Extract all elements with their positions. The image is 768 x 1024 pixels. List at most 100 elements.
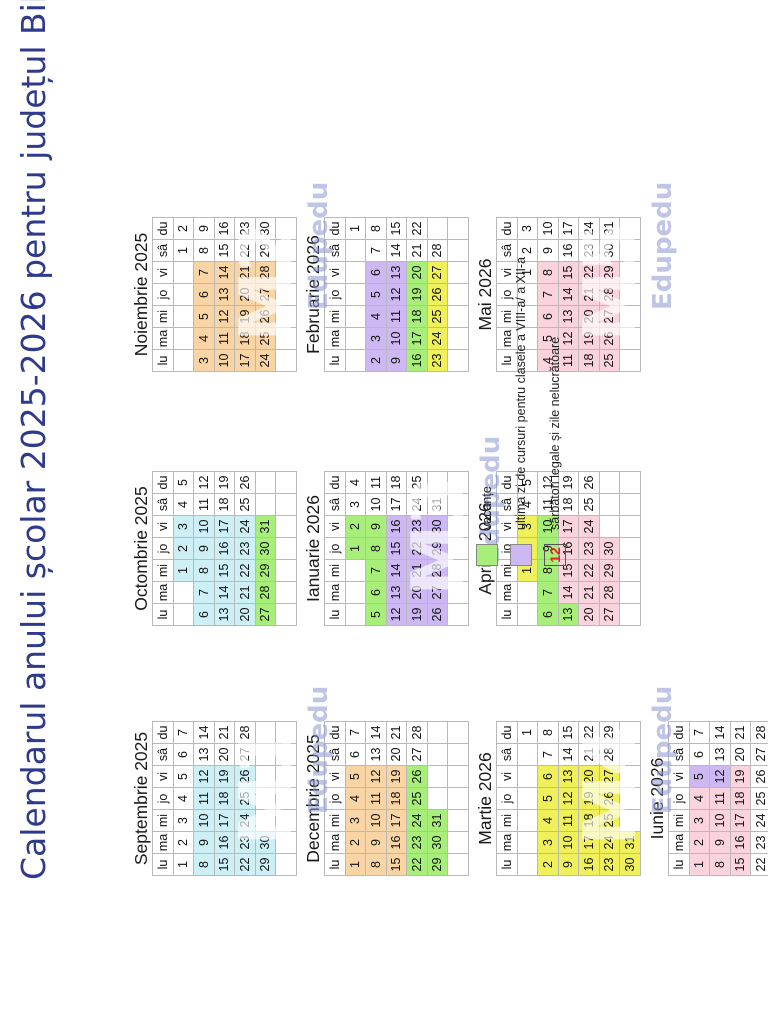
day-cell: 25: [427, 305, 448, 328]
empty-cell: [619, 537, 640, 560]
day-cell: 19: [214, 765, 235, 788]
empty-cell: [447, 603, 468, 626]
empty-cell: [275, 471, 296, 494]
day-cell: 17: [214, 809, 235, 832]
weekday-header: du: [324, 217, 345, 240]
day-cell: 15: [558, 721, 579, 744]
day-cell: 4: [537, 809, 558, 832]
day-cell: 27: [427, 581, 448, 604]
empty-cell: [517, 743, 538, 766]
day-cell: 1: [345, 853, 366, 876]
empty-cell: [447, 327, 468, 350]
empty-cell: [255, 471, 276, 494]
empty-cell: [255, 765, 276, 788]
weekday-header: vi: [152, 765, 173, 788]
empty-cell: [275, 305, 296, 328]
empty-cell: [447, 261, 468, 284]
empty-cell: [275, 809, 296, 832]
day-cell: 2: [689, 831, 710, 854]
empty-cell: [447, 787, 468, 810]
day-cell: 7: [173, 721, 194, 744]
empty-cell: [427, 217, 448, 240]
empty-cell: [447, 721, 468, 744]
day-cell: 18: [386, 471, 407, 494]
weekday-header: jo: [324, 787, 345, 810]
month-6: Martie 2026 lu ma mi jo vi sâ du 1 2 3 4 5 6 7 8 9 10 11 12…: [474, 721, 641, 876]
day-cell: 28: [599, 743, 620, 766]
day-cell: 12: [214, 305, 235, 328]
empty-cell: [599, 515, 620, 538]
month-4: Ianuarie 2026 lu ma mi jo vi sâ du 1 2 3 4 5 6 7 8 9 10 11…: [302, 471, 469, 626]
empty-cell: [447, 515, 468, 538]
weekday-header: du: [152, 721, 173, 744]
day-cell: 15: [214, 853, 235, 876]
empty-cell: [619, 721, 640, 744]
day-cell: 5: [173, 471, 194, 494]
day-cell: 27: [599, 305, 620, 328]
empty-cell: [345, 261, 366, 284]
weekday-header: jo: [496, 787, 517, 810]
weekday-header: mi: [152, 305, 173, 328]
day-cell: 2: [173, 537, 194, 560]
day-cell: 13: [558, 765, 579, 788]
day-cell: 6: [689, 743, 710, 766]
month-title: Iunie 2026: [647, 757, 667, 840]
day-cell: 22: [406, 853, 427, 876]
day-cell: 3: [173, 809, 194, 832]
day-cell: 18: [214, 493, 235, 516]
empty-cell: [619, 809, 640, 832]
day-cell: 29: [255, 853, 276, 876]
day-cell: 2: [345, 515, 366, 538]
day-cell: 29: [427, 537, 448, 560]
day-cell: 11: [365, 787, 386, 810]
day-cell: 27: [427, 261, 448, 284]
day-cell: 5: [365, 283, 386, 306]
day-cell: 20: [578, 603, 599, 626]
day-cell: 21: [730, 721, 751, 744]
day-cell: 13: [193, 743, 214, 766]
day-cell: 31: [255, 515, 276, 538]
empty-cell: [275, 349, 296, 372]
day-cell: 1: [345, 537, 366, 560]
day-cell: 16: [214, 217, 235, 240]
day-cell: 2: [345, 831, 366, 854]
day-cell: 7: [365, 239, 386, 262]
day-cell: 12: [386, 603, 407, 626]
empty-cell: [447, 743, 468, 766]
legend-last-day: ultima zi de cursuri pentru clasele a VI…: [504, 257, 538, 566]
day-cell: 10: [214, 349, 235, 372]
day-cell: 25: [750, 787, 768, 810]
empty-cell: [447, 765, 468, 788]
day-cell: 9: [709, 831, 730, 854]
weekday-header: ma: [324, 581, 345, 604]
month-title: Decembrie 2025: [303, 734, 323, 863]
empty-cell: [173, 581, 194, 604]
last-day-label: ultima zi de cursuri pentru clasele a VI…: [514, 256, 528, 530]
day-cell: 28: [750, 721, 768, 744]
month-title: Septembrie 2025: [131, 731, 151, 866]
day-cell: 19: [406, 283, 427, 306]
day-cell: 30: [255, 217, 276, 240]
weekday-header: sâ: [324, 493, 345, 516]
day-cell: 21: [578, 283, 599, 306]
empty-cell: [619, 515, 640, 538]
empty-cell: [173, 305, 194, 328]
day-cell: 21: [234, 581, 255, 604]
empty-cell: [447, 809, 468, 832]
day-cell: 9: [193, 217, 214, 240]
day-cell: 18: [234, 327, 255, 350]
weekday-header: sâ: [668, 743, 689, 766]
day-cell: 17: [386, 809, 407, 832]
day-cell: 28: [234, 721, 255, 744]
day-cell: 24: [406, 809, 427, 832]
empty-cell: [619, 765, 640, 788]
day-cell: 7: [345, 721, 366, 744]
day-cell: 6: [345, 743, 366, 766]
month-1: Octombrie 2025 lu ma mi jo vi sâ du 1 2 3 4 5 6 7 8 9 10 1…: [130, 471, 297, 626]
weekday-header: du: [496, 721, 517, 744]
weekday-header: jo: [668, 787, 689, 810]
day-cell: 11: [193, 493, 214, 516]
day-cell: 24: [578, 515, 599, 538]
